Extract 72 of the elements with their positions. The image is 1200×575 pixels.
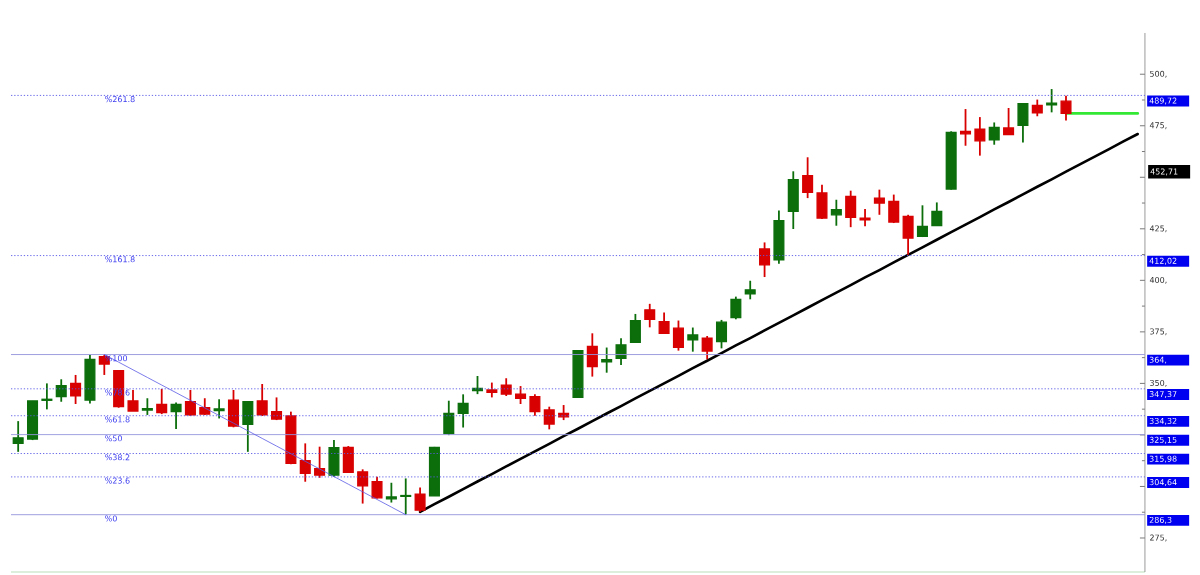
annotation: %23.6 bbox=[105, 477, 130, 484]
candlestick bbox=[830, 198, 842, 227]
candlestick bbox=[299, 442, 311, 483]
annotation: %261.8 bbox=[105, 96, 135, 103]
ref-line-label: 347,37 bbox=[1149, 391, 1177, 398]
candlestick bbox=[1046, 88, 1058, 114]
candlestick bbox=[802, 156, 814, 199]
candlestick bbox=[687, 326, 699, 353]
y-tick-label: 400, bbox=[1149, 276, 1167, 284]
candlestick bbox=[314, 445, 326, 479]
candlestick bbox=[672, 319, 684, 352]
candlestick bbox=[141, 397, 153, 416]
annotation: %61.8 bbox=[105, 416, 130, 423]
y-tick-label: 500, bbox=[1150, 70, 1167, 78]
annotation: %38.2 bbox=[105, 454, 130, 461]
candlestick bbox=[529, 393, 541, 417]
candlestick bbox=[658, 311, 670, 335]
candlestick bbox=[873, 188, 885, 216]
ref-line-label: 315,98 bbox=[1149, 455, 1177, 463]
candlestick bbox=[414, 486, 426, 513]
candlestick bbox=[974, 116, 986, 157]
annotation: %0 bbox=[105, 515, 117, 522]
y-tick-label: 275, bbox=[1150, 534, 1167, 542]
ref-line-label: 412,02 bbox=[1149, 257, 1177, 265]
candlestick bbox=[156, 388, 168, 416]
candlestick bbox=[759, 241, 771, 278]
candlestick bbox=[1017, 102, 1029, 144]
candlestick bbox=[55, 378, 67, 403]
candlestick bbox=[1003, 107, 1015, 136]
ref-line-label: 489,72 bbox=[1149, 97, 1177, 105]
candlestick bbox=[931, 201, 943, 227]
candlestick bbox=[701, 335, 713, 361]
candlestick bbox=[213, 398, 225, 420]
candlestick bbox=[715, 319, 728, 350]
candlestick bbox=[443, 399, 455, 437]
candlestick bbox=[184, 389, 196, 417]
y-tick-label: 350, bbox=[1150, 379, 1167, 387]
candlestick bbox=[615, 337, 627, 366]
candlestick bbox=[357, 468, 369, 505]
annotation: %50 bbox=[105, 435, 122, 442]
y-tick-label: 452,71 bbox=[1150, 168, 1178, 176]
candlestick bbox=[845, 189, 857, 229]
annotation: %161.8 bbox=[105, 256, 135, 263]
candlestick bbox=[644, 302, 656, 329]
candlestick bbox=[916, 204, 928, 238]
candlestick bbox=[629, 313, 641, 344]
candlestick bbox=[988, 121, 1000, 146]
candlestick bbox=[70, 374, 82, 405]
candlestick bbox=[242, 400, 254, 453]
ref-line-label: 286,3 bbox=[1149, 516, 1172, 524]
ref-line-label: 325,15 bbox=[1149, 436, 1177, 444]
ref-line-label: 364, bbox=[1149, 356, 1167, 364]
ref-line-label: 334,32 bbox=[1149, 417, 1177, 425]
candlestick bbox=[888, 193, 900, 224]
candlestick bbox=[859, 208, 871, 228]
candlestick bbox=[601, 346, 613, 374]
candlestick bbox=[400, 477, 412, 516]
candlestick bbox=[170, 401, 182, 430]
candlestick bbox=[1060, 94, 1072, 122]
y-tick-label: 375, bbox=[1150, 328, 1167, 336]
candlestick bbox=[457, 393, 469, 429]
candlestick bbox=[586, 332, 598, 378]
ref-line-label: 304,64 bbox=[1149, 479, 1177, 486]
candlestick bbox=[385, 481, 397, 504]
candlestick bbox=[12, 420, 24, 453]
candlestick bbox=[730, 295, 742, 321]
candlestick bbox=[41, 382, 53, 411]
candlestick bbox=[256, 383, 268, 417]
y-tick-label: 425, bbox=[1149, 225, 1167, 233]
y-tick-label: 475, bbox=[1149, 122, 1167, 130]
candlestick bbox=[744, 279, 756, 301]
candlestick bbox=[902, 213, 914, 256]
